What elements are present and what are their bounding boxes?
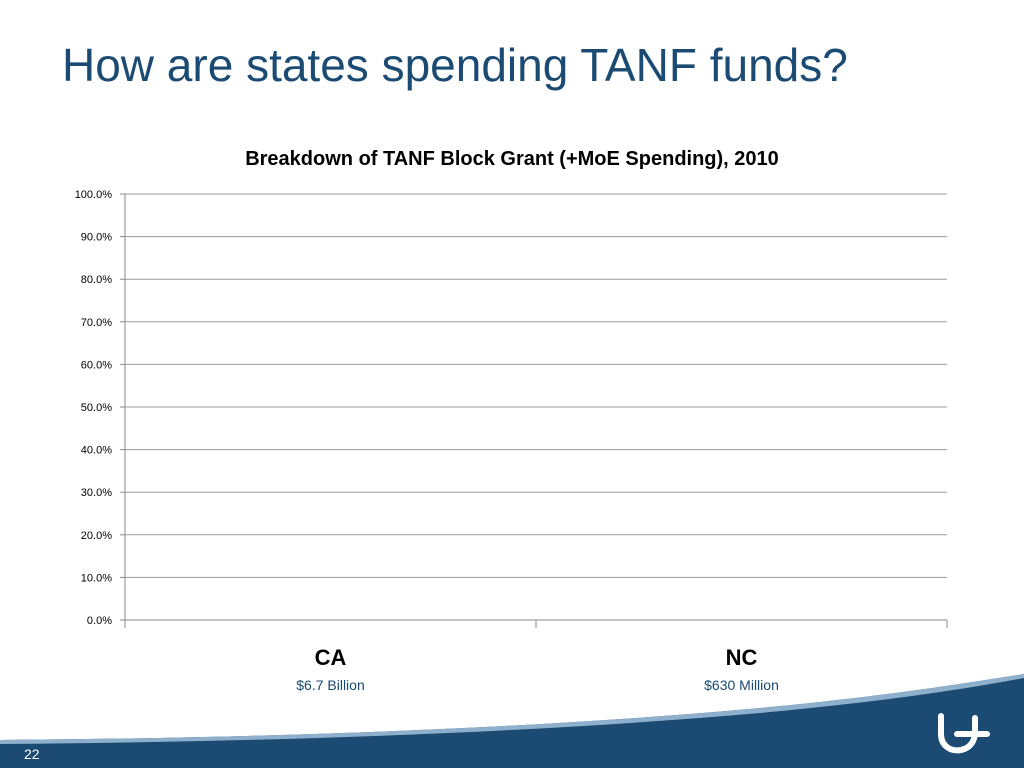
y-tick-label: 50.0% xyxy=(81,402,112,414)
category-sublabel: $6.7 Billion xyxy=(296,677,365,693)
page-number: 22 xyxy=(24,746,40,762)
category-label: NC xyxy=(726,645,758,670)
chart-title: Breakdown of TANF Block Grant (+MoE Spen… xyxy=(245,148,779,170)
y-tick-label: 40.0% xyxy=(81,445,112,457)
y-tick-label: 100.0% xyxy=(75,189,113,201)
university-logo-icon xyxy=(938,713,990,754)
category-label: CA xyxy=(315,645,347,670)
y-tick-label: 20.0% xyxy=(81,530,112,542)
y-tick-label: 90.0% xyxy=(81,232,112,244)
y-tick-label: 80.0% xyxy=(81,274,112,286)
slide-title: How are states spending TANF funds? xyxy=(62,39,848,91)
y-tick-label: 60.0% xyxy=(81,359,112,371)
y-tick-label: 70.0% xyxy=(81,317,112,329)
y-tick-label: 0.0% xyxy=(87,615,112,627)
category-sublabel: $630 Million xyxy=(704,677,779,693)
y-tick-label: 10.0% xyxy=(81,572,112,584)
y-tick-label: 30.0% xyxy=(81,487,112,499)
